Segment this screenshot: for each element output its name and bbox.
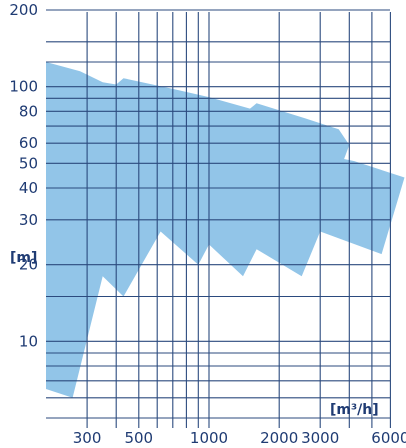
y-tick-label: 200 bbox=[9, 1, 38, 19]
x-tick-label: 6000 bbox=[371, 429, 406, 447]
performance-envelope bbox=[46, 62, 405, 398]
y-tick-label: 100 bbox=[9, 78, 38, 96]
y-tick-label: 60 bbox=[19, 134, 38, 152]
x-tick-label: 3000 bbox=[301, 429, 339, 447]
x-tick-label: 500 bbox=[124, 429, 153, 447]
y-tick-label: 80 bbox=[19, 102, 38, 120]
y-tick-label: 50 bbox=[19, 154, 38, 172]
y-tick-label: 30 bbox=[19, 211, 38, 229]
axis-labels: 200 100 80 60 50 40 30 20 10 300 500 1000 2000 3000 60… bbox=[9, 1, 406, 447]
grid bbox=[46, 9, 391, 428]
envelope-area bbox=[46, 62, 405, 398]
x-tick-label: 2000 bbox=[260, 429, 298, 447]
y-tick-label: 20 bbox=[19, 256, 38, 274]
y-tick-label: 10 bbox=[19, 332, 38, 350]
x-axis-unit: [m³/h] bbox=[330, 402, 379, 418]
y-axis-unit: [m] bbox=[10, 250, 37, 266]
y-tick-label: 40 bbox=[19, 179, 38, 197]
x-tick-label: 1000 bbox=[190, 429, 228, 447]
x-tick-label: 300 bbox=[73, 429, 102, 447]
